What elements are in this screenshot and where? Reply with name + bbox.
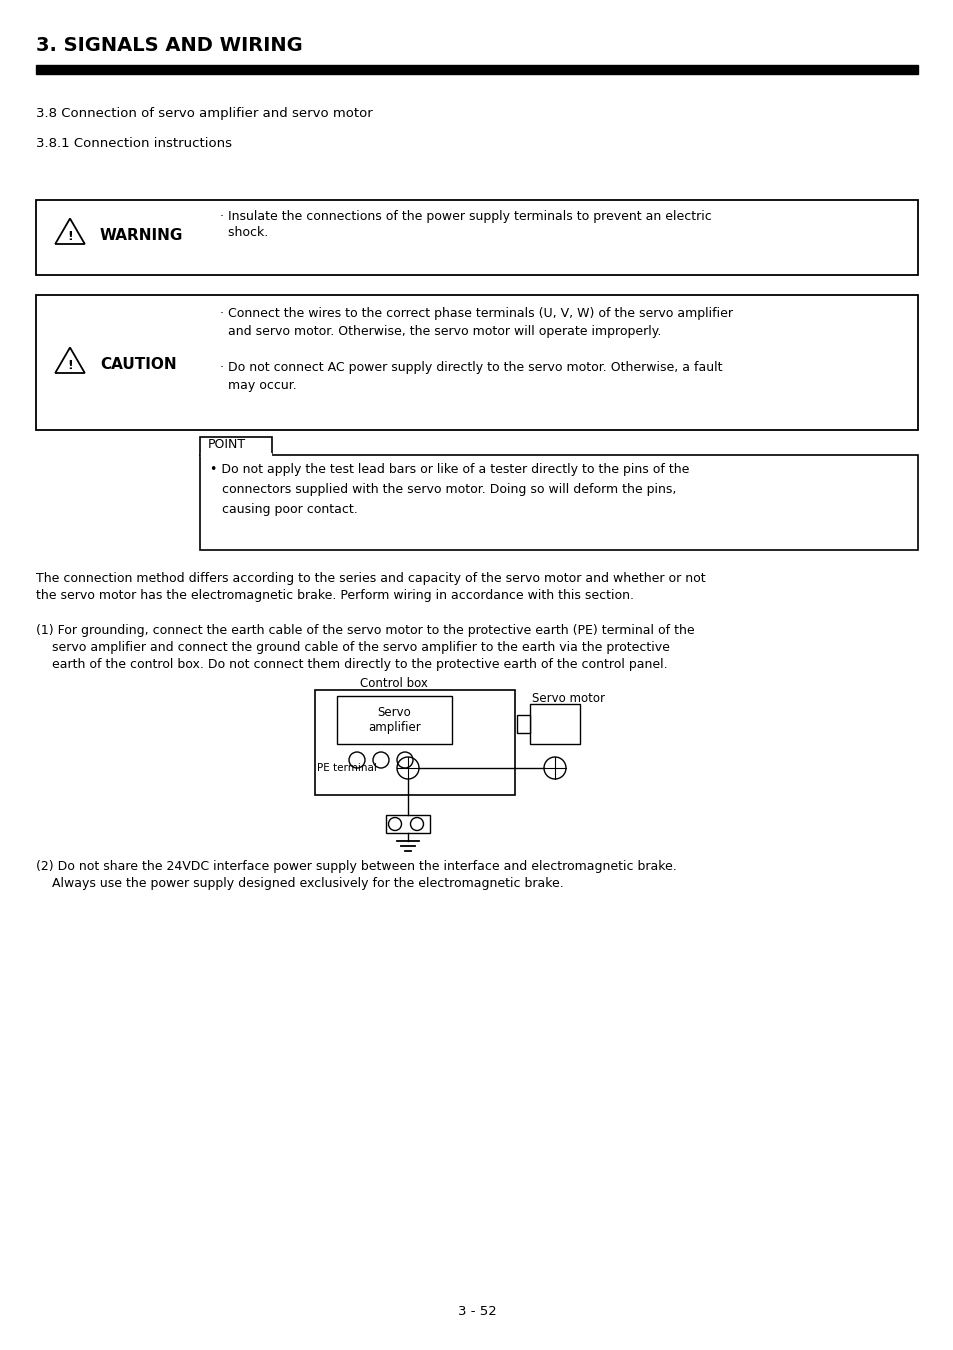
Text: 3. SIGNALS AND WIRING: 3. SIGNALS AND WIRING bbox=[36, 36, 302, 55]
Text: !: ! bbox=[67, 230, 72, 243]
Bar bbox=[36, 200, 917, 275]
Text: shock.: shock. bbox=[220, 225, 268, 239]
Text: !: ! bbox=[67, 359, 72, 371]
Text: may occur.: may occur. bbox=[220, 379, 296, 391]
Text: (2) Do not share the 24VDC interface power supply between the interface and elec: (2) Do not share the 24VDC interface pow… bbox=[36, 860, 676, 873]
Text: the servo motor has the electromagnetic brake. Perform wiring in accordance with: the servo motor has the electromagnetic … bbox=[36, 589, 634, 602]
Text: POINT: POINT bbox=[208, 437, 246, 451]
Text: 3 - 52: 3 - 52 bbox=[457, 1305, 496, 1318]
Bar bbox=[200, 437, 272, 455]
Text: Servo motor: Servo motor bbox=[532, 693, 604, 705]
Bar bbox=[200, 455, 917, 549]
Text: Control box: Control box bbox=[359, 676, 428, 690]
Text: WARNING: WARNING bbox=[100, 228, 183, 243]
Text: · Insulate the connections of the power supply terminals to prevent an electric: · Insulate the connections of the power … bbox=[220, 211, 711, 223]
Text: servo amplifier and connect the ground cable of the servo amplifier to the earth: servo amplifier and connect the ground c… bbox=[36, 641, 669, 653]
Bar bbox=[314, 690, 515, 795]
Text: PE terminal: PE terminal bbox=[316, 763, 376, 774]
Text: CAUTION: CAUTION bbox=[100, 356, 176, 373]
Text: earth of the control box. Do not connect them directly to the protective earth o: earth of the control box. Do not connect… bbox=[36, 657, 667, 671]
Bar bbox=[201, 454, 271, 456]
Bar bbox=[386, 815, 430, 833]
Text: Servo
amplifier: Servo amplifier bbox=[368, 706, 420, 734]
Text: 3.8.1 Connection instructions: 3.8.1 Connection instructions bbox=[36, 136, 232, 150]
Text: • Do not apply the test lead bars or like of a tester directly to the pins of th: • Do not apply the test lead bars or lik… bbox=[210, 463, 689, 477]
Text: and servo motor. Otherwise, the servo motor will operate improperly.: and servo motor. Otherwise, the servo mo… bbox=[220, 325, 660, 338]
Text: connectors supplied with the servo motor. Doing so will deform the pins,: connectors supplied with the servo motor… bbox=[210, 483, 676, 495]
Bar bbox=[517, 714, 530, 733]
Text: 3.8 Connection of servo amplifier and servo motor: 3.8 Connection of servo amplifier and se… bbox=[36, 107, 373, 120]
Bar bbox=[530, 703, 579, 744]
Bar bbox=[336, 697, 452, 744]
Bar bbox=[36, 296, 917, 431]
Text: The connection method differs according to the series and capacity of the servo : The connection method differs according … bbox=[36, 572, 705, 585]
Text: · Do not connect AC power supply directly to the servo motor. Otherwise, a fault: · Do not connect AC power supply directl… bbox=[220, 360, 721, 374]
Bar bbox=[36, 65, 917, 74]
Text: Always use the power supply designed exclusively for the electromagnetic brake.: Always use the power supply designed exc… bbox=[36, 878, 563, 890]
Text: (1) For grounding, connect the earth cable of the servo motor to the protective : (1) For grounding, connect the earth cab… bbox=[36, 624, 694, 637]
Text: · Connect the wires to the correct phase terminals (U, V, W) of the servo amplif: · Connect the wires to the correct phase… bbox=[220, 306, 732, 320]
Text: causing poor contact.: causing poor contact. bbox=[210, 504, 357, 516]
